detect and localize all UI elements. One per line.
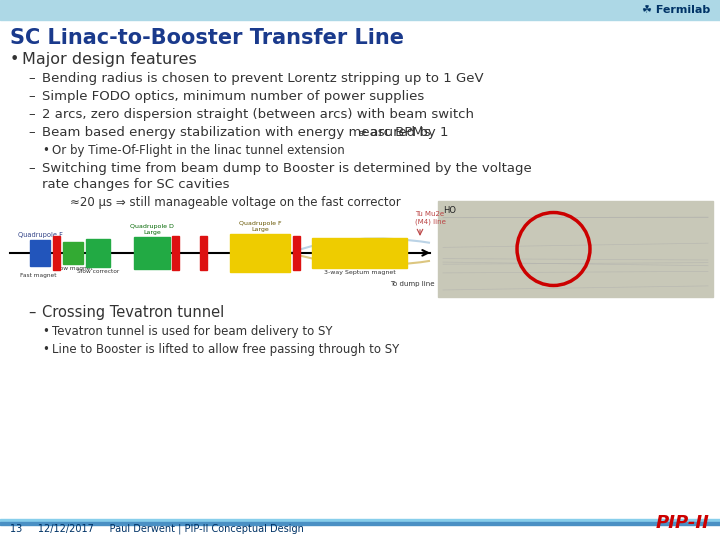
Text: 2 arcs, zero dispersion straight (between arcs) with beam switch: 2 arcs, zero dispersion straight (betwee… [42, 108, 474, 121]
Text: Major design features: Major design features [22, 52, 197, 67]
Text: •: • [42, 343, 49, 356]
Text: ☘ Fermilab: ☘ Fermilab [642, 5, 710, 15]
Bar [5, 205, 435, 297]
Bar [86, 239, 110, 267]
Bar [30, 240, 50, 266]
Bar [438, 201, 713, 297]
Text: Simple FODO optics, minimum number of power supplies: Simple FODO optics, minimum number of po… [42, 90, 424, 103]
Text: Tevatron tunnel is used for beam delivery to SY: Tevatron tunnel is used for beam deliver… [52, 325, 333, 338]
Bar [172, 236, 179, 270]
Bar [0, 522, 720, 525]
Text: To dump line: To dump line [390, 281, 434, 287]
Text: Or by Time-Of-Flight in the linac tunnel extension: Or by Time-Of-Flight in the linac tunnel… [52, 144, 345, 157]
Text: •: • [10, 52, 19, 67]
Text: Line to Booster is lifted to allow free passing through to SY: Line to Booster is lifted to allow free … [52, 343, 400, 356]
Bar [53, 236, 60, 270]
Text: –: – [28, 126, 35, 139]
Text: SC Linac-to-Booster Transfer Line: SC Linac-to-Booster Transfer Line [10, 28, 404, 48]
Text: Crossing Tevatron tunnel: Crossing Tevatron tunnel [42, 305, 224, 320]
Bar [230, 234, 290, 272]
Text: Quadrupole F: Quadrupole F [17, 232, 63, 238]
Text: HO: HO [443, 206, 456, 215]
Text: Quadrupole D: Quadrupole D [130, 224, 174, 229]
Text: Beam based energy stabilization with energy measured by 1: Beam based energy stabilization with ene… [42, 126, 449, 139]
Bar [134, 237, 170, 269]
Bar [200, 236, 207, 270]
Text: rate changes for SC cavities: rate changes for SC cavities [42, 178, 230, 191]
Text: –: – [28, 72, 35, 85]
Text: st: st [359, 129, 366, 138]
Bar [293, 236, 300, 270]
Text: Fast magnet: Fast magnet [19, 273, 56, 278]
Text: Tu Mu2e
(M4) line: Tu Mu2e (M4) line [415, 211, 446, 225]
Text: –: – [28, 305, 35, 320]
Bar [0, 519, 720, 522]
Text: Large: Large [251, 227, 269, 232]
Text: Switching time from beam dump to Booster is determined by the voltage: Switching time from beam dump to Booster… [42, 162, 532, 175]
Text: arc BPMs: arc BPMs [366, 126, 431, 139]
Text: –: – [28, 90, 35, 103]
Text: 3-way Septum magnet: 3-way Septum magnet [323, 270, 395, 275]
Text: Quadrupole F: Quadrupole F [239, 221, 282, 226]
Text: PIP-II: PIP-II [656, 514, 710, 532]
Text: Bending radius is chosen to prevent Lorentz stripping up to 1 GeV: Bending radius is chosen to prevent Lore… [42, 72, 484, 85]
Text: •: • [42, 325, 49, 338]
Bar [63, 242, 83, 264]
Text: •: • [42, 144, 49, 157]
Text: S ow magnet: S ow magnet [54, 266, 92, 271]
Text: –: – [28, 108, 35, 121]
Bar [312, 238, 407, 268]
Text: Slow corrector: Slow corrector [77, 269, 119, 274]
Bar [0, 0, 720, 20]
Text: ≈20 μs ⇒ still manageable voltage on the fast corrector: ≈20 μs ⇒ still manageable voltage on the… [70, 196, 401, 209]
Text: –: – [28, 162, 35, 175]
Text: Large: Large [143, 230, 161, 235]
Text: 13     12/12/2017     Paul Derwent | PIP-II Conceptual Design: 13 12/12/2017 Paul Derwent | PIP-II Conc… [10, 524, 304, 534]
